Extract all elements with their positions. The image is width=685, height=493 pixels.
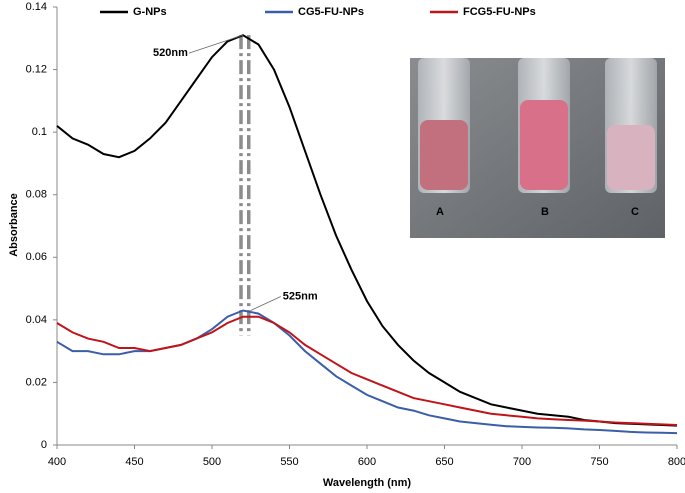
x-tick-label: 650: [435, 456, 453, 468]
y-tick-label: 0.1: [32, 126, 47, 138]
y-tick-label: 0.14: [26, 1, 47, 13]
x-axis-label: Wavelength (nm): [323, 477, 412, 489]
annotation: 520nm: [153, 47, 188, 59]
annotation-leader: [188, 34, 244, 54]
x-tick-label: 700: [513, 456, 531, 468]
x-tick-label: 800: [668, 456, 685, 468]
x-tick-label: 550: [280, 456, 298, 468]
x-tick-label: 450: [125, 456, 143, 468]
y-tick-label: 0: [41, 439, 47, 451]
inset-label: C: [631, 206, 639, 218]
legend-label: FCG5-FU-NPs: [463, 6, 536, 18]
legend-label: G-NPs: [133, 6, 167, 18]
x-tick-label: 500: [203, 456, 221, 468]
annotation-leader: [250, 296, 281, 311]
legend-label: CG5-FU-NPs: [298, 6, 364, 18]
y-tick-label: 0.12: [26, 63, 47, 75]
inset-label: B: [541, 206, 549, 218]
series-line: [56, 309, 678, 435]
series-line: [56, 315, 678, 426]
y-tick-label: 0.06: [26, 251, 47, 263]
inset-photo: [410, 58, 665, 238]
x-tick-label: 400: [48, 456, 66, 468]
x-tick-label: 600: [358, 456, 376, 468]
y-tick-label: 0.08: [26, 189, 47, 201]
y-axis-label: Absorbance: [8, 193, 20, 257]
annotation: 525nm: [283, 290, 318, 302]
series-line: [56, 34, 678, 427]
inset-label: A: [436, 206, 444, 218]
y-tick-label: 0.02: [26, 376, 47, 388]
x-tick-label: 750: [590, 456, 608, 468]
y-tick-label: 0.04: [26, 314, 47, 326]
